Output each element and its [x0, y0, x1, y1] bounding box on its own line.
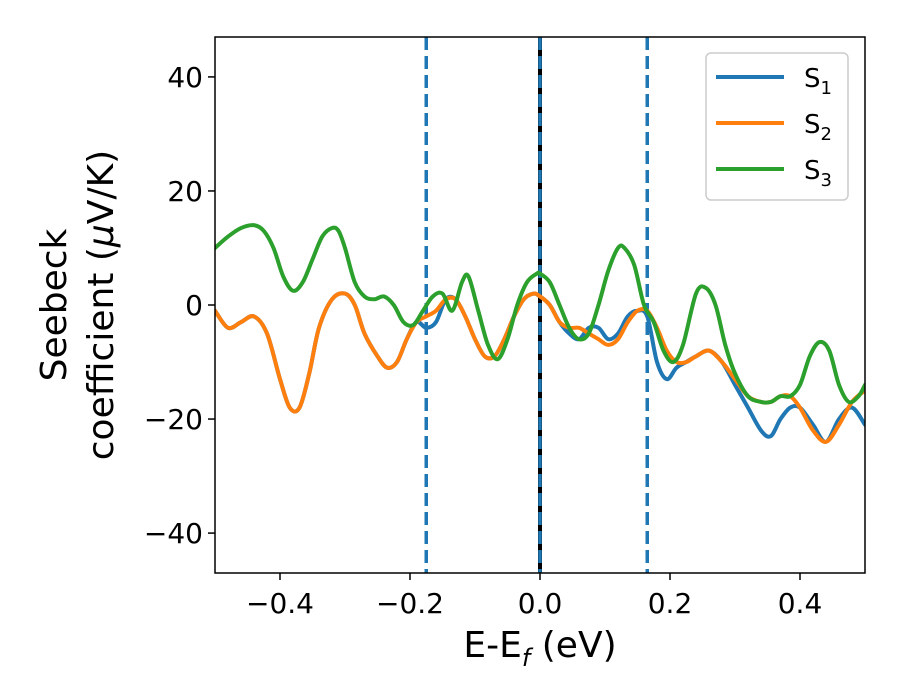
x-axis: −0.4 −0.2 0.0 0.2 0.4 [246, 573, 822, 620]
y-axis-title: Seebeck coefficient (μV/K) [34, 150, 122, 460]
x-axis-title: E-Ef (eV) [463, 625, 616, 672]
legend-label-1: S1 [804, 64, 832, 99]
series-group [215, 223, 865, 444]
svg-text:coefficient (μV/K): coefficient (μV/K) [81, 150, 122, 460]
y-axis-title-mu: μ [81, 224, 122, 248]
y-axis-title-unit: V/K) [81, 150, 122, 224]
x-tick-label: 0.4 [778, 587, 823, 620]
legend-label-2: S2 [804, 110, 832, 145]
x-tick-label: 0.2 [648, 587, 693, 620]
series-line-3 [215, 223, 865, 405]
x-tick-label: −0.2 [376, 587, 444, 620]
legend-box [705, 52, 849, 201]
x-axis-title-main: E-E [463, 625, 521, 666]
y-tick-label: 0 [185, 289, 203, 322]
x-tick-label: −0.4 [246, 587, 314, 620]
y-tick-label: −20 [144, 403, 203, 436]
y-axis-title-line2: coefficient ( [81, 247, 122, 460]
y-tick-label: −40 [144, 517, 203, 550]
x-tick-label: 0.0 [518, 587, 563, 620]
y-tick-label: 40 [167, 61, 203, 94]
y-axis-title-line1: Seebeck [34, 228, 75, 381]
y-axis: 40 20 0 −20 −40 [144, 61, 215, 550]
x-axis-title-unit: (eV) [530, 625, 616, 666]
y-tick-label: 20 [167, 175, 203, 208]
svg-text:Seebeck: Seebeck [34, 228, 75, 381]
legend: S1 S2 S3 [705, 52, 849, 201]
legend-label-3: S3 [804, 156, 832, 191]
